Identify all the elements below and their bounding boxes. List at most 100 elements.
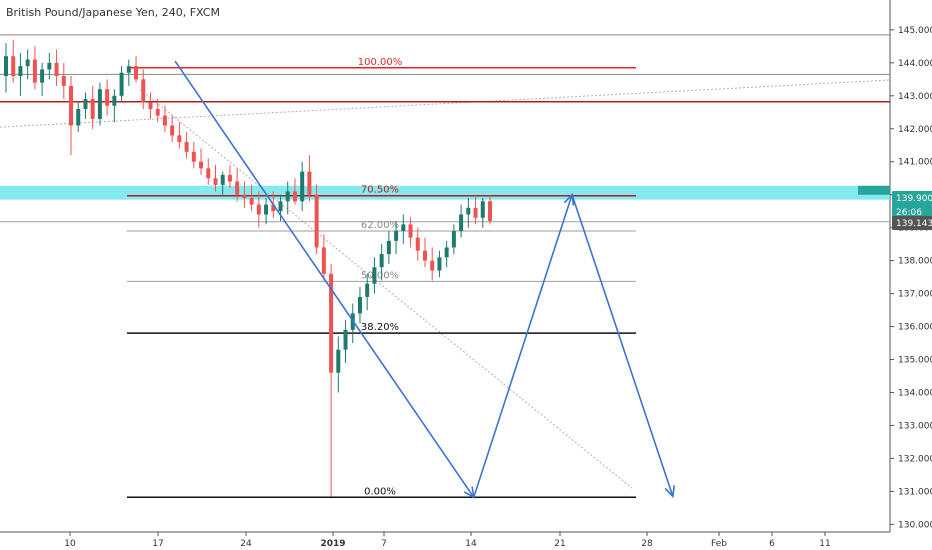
candle-body (134, 66, 139, 80)
candle-body (25, 59, 30, 67)
candle-body (415, 237, 420, 251)
time-tick-label: 11 (819, 539, 830, 549)
candle-body (11, 56, 16, 77)
price-tag-1 (892, 204, 932, 219)
time-tick-label: 6 (769, 539, 775, 549)
time-tick-label: 24 (240, 539, 252, 549)
price-tick-label: 136.000 (898, 323, 932, 333)
candle-body (386, 240, 391, 255)
projection-segment-0[interactable] (174, 60, 475, 498)
candle-body (321, 247, 326, 274)
candle-body (90, 99, 95, 119)
price-tick-label: 142.000 (898, 125, 932, 135)
projection-arrowhead-0 (463, 486, 475, 499)
candle-body (105, 89, 110, 106)
candle-body (430, 260, 435, 271)
candle-body (256, 204, 261, 215)
candle-body (155, 108, 160, 116)
candle-body (76, 108, 81, 126)
price-tick-label: 138.000 (898, 257, 932, 267)
price-tag-label-1: 26:06 (896, 208, 922, 218)
candle-body (357, 296, 362, 314)
candle-body (408, 224, 413, 238)
price-tag-label-0: 139.900 (896, 194, 932, 204)
zone-edge-tag (858, 185, 890, 195)
projection-segment-1[interactable] (472, 194, 573, 498)
candle-body (307, 171, 312, 195)
fib-level-label-1: 70.50% (361, 185, 399, 196)
candle-body (343, 329, 348, 350)
candle-body (61, 76, 66, 86)
candle-body (18, 66, 23, 77)
candlestick-series (4, 39, 492, 497)
candle-body (213, 178, 218, 185)
price-tick-label: 135.000 (898, 356, 932, 366)
price-tick-label: 143.000 (898, 92, 932, 102)
supply-zone-band[interactable] (0, 185, 890, 200)
candle-body (372, 267, 377, 284)
time-tick-label: 17 (152, 539, 163, 549)
price-tag-0 (892, 190, 932, 205)
price-tick-label: 137.000 (898, 290, 932, 300)
time-tick-label: 14 (465, 539, 477, 549)
time-tick-label: 28 (641, 539, 653, 549)
candle-body (300, 171, 305, 202)
candle-body (271, 204, 276, 212)
candle-body (40, 69, 45, 83)
price-tick-label: 132.000 (898, 454, 932, 464)
candle-body (4, 56, 8, 77)
candle-body (278, 201, 283, 212)
candle-body (220, 174, 225, 185)
candle-body (480, 201, 485, 218)
candle-body (488, 201, 492, 222)
candle-body (162, 115, 167, 126)
fib-level-label-5: 0.00% (364, 486, 396, 497)
time-tick-label: Feb (711, 539, 727, 549)
candle-body (119, 72, 124, 96)
candle-body (365, 283, 370, 297)
candle-body (191, 151, 196, 162)
price-axis[interactable]: 145.000144.000143.000142.000141.000140.0… (890, 26, 932, 530)
dotted-trendline-upper[interactable] (0, 79, 891, 128)
fibonacci-levels[interactable]: 100.00% 70.50% 62.00% 50.00% 38.20% 0.00% (127, 57, 636, 499)
projection-segment-2[interactable] (571, 194, 674, 497)
candle-body (199, 161, 204, 169)
chart-title: British Pound/Japanese Yen, 240, FXCM (6, 6, 220, 19)
candle-body (336, 349, 341, 373)
horizontal-lines[interactable] (0, 34, 890, 223)
candle-body (47, 62, 52, 70)
candle-body (54, 62, 59, 77)
candle-body (83, 99, 88, 109)
candle-body (437, 257, 442, 271)
time-axis[interactable]: 10 17 24 2019 7 14 21 28 Feb 6 11 (64, 532, 831, 549)
price-tick-label: 134.000 (898, 388, 932, 398)
candle-body (177, 135, 182, 142)
candle-body (473, 207, 478, 218)
price-tick-label: 131.000 (898, 487, 932, 497)
dotted-trendline-lower[interactable] (139, 88, 633, 489)
candle-body (112, 95, 117, 106)
candle-body (97, 89, 102, 119)
candle-body (401, 224, 406, 231)
candle-body (329, 273, 334, 373)
candle-body (292, 191, 297, 202)
candle-body (206, 168, 211, 179)
candle-body (394, 230, 399, 241)
candle-body (459, 214, 464, 231)
fib-level-label-3: 50.00% (361, 270, 399, 281)
price-tick-label: 144.000 (898, 59, 932, 69)
candle-body (69, 85, 74, 126)
candle-body (184, 141, 189, 152)
price-tag-label-2: 139.143 (896, 219, 932, 229)
candle-body (235, 181, 240, 195)
time-tick-label: 10 (64, 539, 76, 549)
candle-body (264, 204, 269, 215)
candle-body (249, 197, 254, 205)
dotted-trendline[interactable] (0, 79, 891, 489)
fib-level-label-0: 100.00% (358, 57, 403, 68)
grid-layer (0, 0, 891, 533)
candle-body (32, 59, 37, 83)
projection-path[interactable] (174, 60, 676, 499)
